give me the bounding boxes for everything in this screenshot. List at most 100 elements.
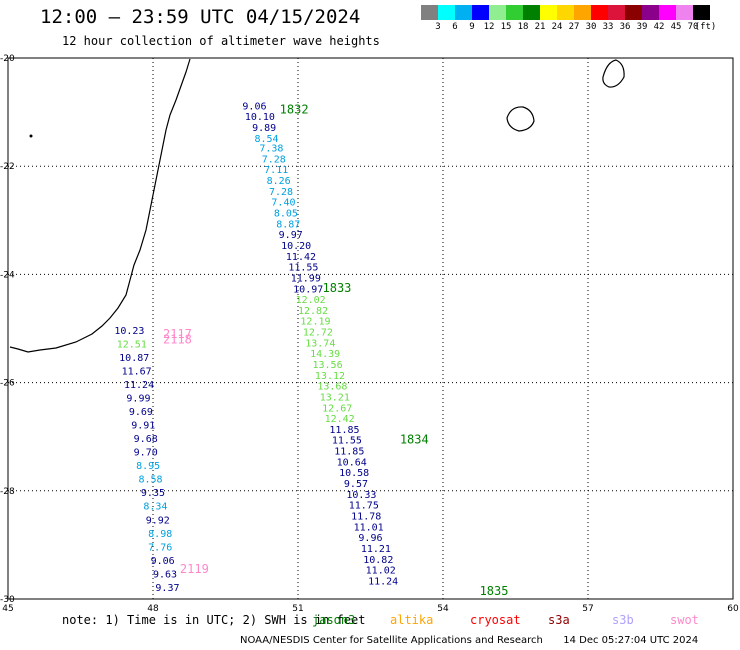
legend-swatch [472, 5, 489, 20]
legend-swatch [659, 5, 676, 20]
wave-height-reading: 11.78 [351, 511, 381, 522]
pass-label: 2118 [163, 332, 192, 346]
legend-label: 24 [551, 22, 563, 32]
wave-height-reading: 11.24 [124, 380, 154, 391]
legend-swatch [557, 5, 574, 20]
color-legend: 3 6 9 12 15 18 21 24 27 30 33 36 39 42 45 70 (ft) [421, 5, 740, 34]
lat-tick-label: -20 [0, 54, 15, 64]
pass-label: 1832 [280, 102, 309, 116]
legend-swatch [693, 5, 710, 20]
wave-height-reading: 9.68 [134, 434, 158, 445]
satellite-altika: altika [390, 613, 434, 627]
wave-height-reading: 7.76 [148, 542, 172, 553]
legend-swatch [523, 5, 540, 20]
wave-height-reading: 10.33 [346, 490, 376, 501]
wave-height-reading: 9.06 [242, 101, 266, 112]
credit-line: NOAA/NESDIS Center for Satellite Applica… [240, 635, 698, 646]
pass-label: 1833 [323, 281, 352, 295]
legend-swatch [574, 5, 591, 20]
wave-height-reading: 11.21 [361, 544, 391, 555]
wave-height-reading: 7.28 [269, 187, 293, 198]
wave-height-reading: 8.05 [274, 209, 298, 220]
satellite-jason3: jason3 [312, 613, 356, 627]
wave-height-reading: 9.70 [134, 448, 158, 459]
legend-swatch [591, 5, 608, 20]
legend-labels: 3 6 9 12 15 18 21 24 27 30 33 36 39 42 45 70 (ft) [421, 20, 740, 34]
wave-height-reading: 9.69 [129, 407, 153, 418]
wave-height-reading: 9.37 [155, 583, 179, 594]
legend-label: 6 [452, 22, 458, 32]
legend-swatch [625, 5, 642, 20]
wave-height-reading: 10.64 [337, 457, 367, 468]
satellite-swot: swot [670, 613, 699, 627]
wave-height-reading: 12.19 [300, 317, 330, 328]
legend-label: 27 [568, 22, 580, 32]
wave-height-reading: 7.40 [271, 198, 295, 209]
credit-text: NOAA/NESDIS Center for Satellite Applica… [240, 635, 543, 646]
wave-height-reading: 9.63 [153, 569, 177, 580]
map-title: 12:00 — 23:59 UTC 04/15/2024 [40, 6, 361, 28]
wave-height-reading: 7.38 [259, 144, 283, 155]
wave-height-reading: 8.98 [148, 529, 172, 540]
wave-height-reading: 12.02 [296, 295, 326, 306]
wave-height-reading: 7.28 [262, 154, 286, 165]
wave-height-reading: 12.67 [322, 403, 352, 414]
wave-height-reading: 11.67 [122, 366, 152, 377]
wave-height-reading: 11.01 [354, 522, 384, 533]
lon-tick-label: 45 [2, 604, 13, 614]
legend-swatch [506, 5, 523, 20]
legend-label: 9 [469, 22, 475, 32]
legend-swatch [540, 5, 557, 20]
legend-label: 12 [483, 22, 495, 32]
wave-height-reading: 13.68 [317, 382, 347, 393]
wave-height-reading: 11.85 [329, 425, 359, 436]
wave-height-reading: 11.42 [286, 252, 316, 263]
wave-height-reading: 11.99 [291, 273, 321, 284]
wave-height-reading: 8.34 [143, 502, 167, 513]
wave-height-reading: 14.39 [310, 349, 340, 360]
legend-swatch [642, 5, 659, 20]
legend-label: 21 [534, 22, 546, 32]
lat-tick-label: -26 [0, 379, 15, 389]
pass-label: 2117 [163, 327, 192, 341]
satellite-s3b: s3b [612, 613, 634, 627]
legend-swatch [438, 5, 455, 20]
wave-height-reading: 10.10 [245, 112, 275, 123]
credit-timestamp: 14 Dec 05:27:04 UTC 2024 [563, 635, 699, 646]
wave-height-reading: 12.82 [298, 306, 328, 317]
map-frame [7, 57, 734, 600]
wave-height-reading: 12.42 [325, 414, 355, 425]
wave-height-reading: 12.51 [117, 339, 147, 350]
wave-height-reading: 9.06 [151, 556, 175, 567]
legend-swatch [489, 5, 506, 20]
lat-tick-label: -22 [0, 162, 15, 172]
wave-height-reading: 9.57 [344, 479, 368, 490]
legend-label: 15 [500, 22, 512, 32]
satellite-s3a: s3a [548, 613, 570, 627]
legend-swatch [676, 5, 693, 20]
legend-label: 42 [653, 22, 665, 32]
wave-height-reading: 13.21 [320, 392, 350, 403]
wave-height-reading: 8.26 [267, 176, 291, 187]
wave-height-reading: 10.82 [363, 555, 393, 566]
wave-height-reading: 11.02 [366, 566, 396, 577]
pass-label: 2119 [180, 562, 209, 576]
wave-height-reading: 8.58 [139, 475, 163, 486]
wave-height-reading: 10.58 [339, 468, 369, 479]
lon-tick-label: 51 [292, 604, 303, 614]
legend-swatch [455, 5, 472, 20]
lon-tick-label: 54 [437, 604, 449, 614]
legend-label: 3 [435, 22, 441, 32]
wave-height-reading: 9.35 [141, 488, 165, 499]
wave-height-reading: 9.97 [279, 230, 303, 241]
wave-height-reading: 9.96 [358, 533, 382, 544]
legend-label: 45 [670, 22, 682, 32]
wave-height-reading: 13.56 [313, 360, 343, 371]
lon-tick-label: 60 [727, 604, 739, 614]
legend-swatch [608, 5, 625, 20]
madagascar-coastline [9, 58, 191, 353]
wave-height-reading: 9.91 [131, 421, 155, 432]
wave-height-reading: 8.54 [255, 134, 279, 145]
wave-height-reading: 11.55 [332, 436, 362, 447]
